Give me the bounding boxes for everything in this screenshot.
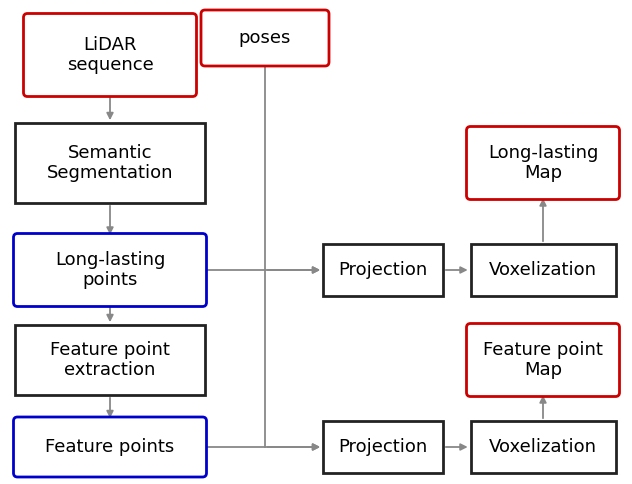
FancyBboxPatch shape <box>466 323 619 396</box>
Text: Feature point
Map: Feature point Map <box>483 341 603 379</box>
FancyBboxPatch shape <box>466 126 619 199</box>
Text: LiDAR
sequence: LiDAR sequence <box>66 36 154 75</box>
Text: Projection: Projection <box>338 261 428 279</box>
FancyBboxPatch shape <box>15 325 205 395</box>
FancyBboxPatch shape <box>201 10 329 66</box>
FancyBboxPatch shape <box>13 233 207 306</box>
FancyBboxPatch shape <box>323 244 443 296</box>
FancyBboxPatch shape <box>470 244 616 296</box>
Text: Voxelization: Voxelization <box>489 261 597 279</box>
FancyBboxPatch shape <box>323 421 443 473</box>
Text: poses: poses <box>239 29 291 47</box>
Text: Long-lasting
Map: Long-lasting Map <box>488 144 598 182</box>
FancyBboxPatch shape <box>470 421 616 473</box>
FancyBboxPatch shape <box>15 123 205 203</box>
FancyBboxPatch shape <box>23 14 197 96</box>
Text: Feature points: Feature points <box>46 438 174 456</box>
Text: Semantic
Segmentation: Semantic Segmentation <box>47 144 173 182</box>
FancyBboxPatch shape <box>13 417 207 477</box>
Text: Projection: Projection <box>338 438 428 456</box>
Text: Long-lasting
points: Long-lasting points <box>55 251 165 289</box>
Text: Feature point
extraction: Feature point extraction <box>50 341 170 379</box>
Text: Voxelization: Voxelization <box>489 438 597 456</box>
